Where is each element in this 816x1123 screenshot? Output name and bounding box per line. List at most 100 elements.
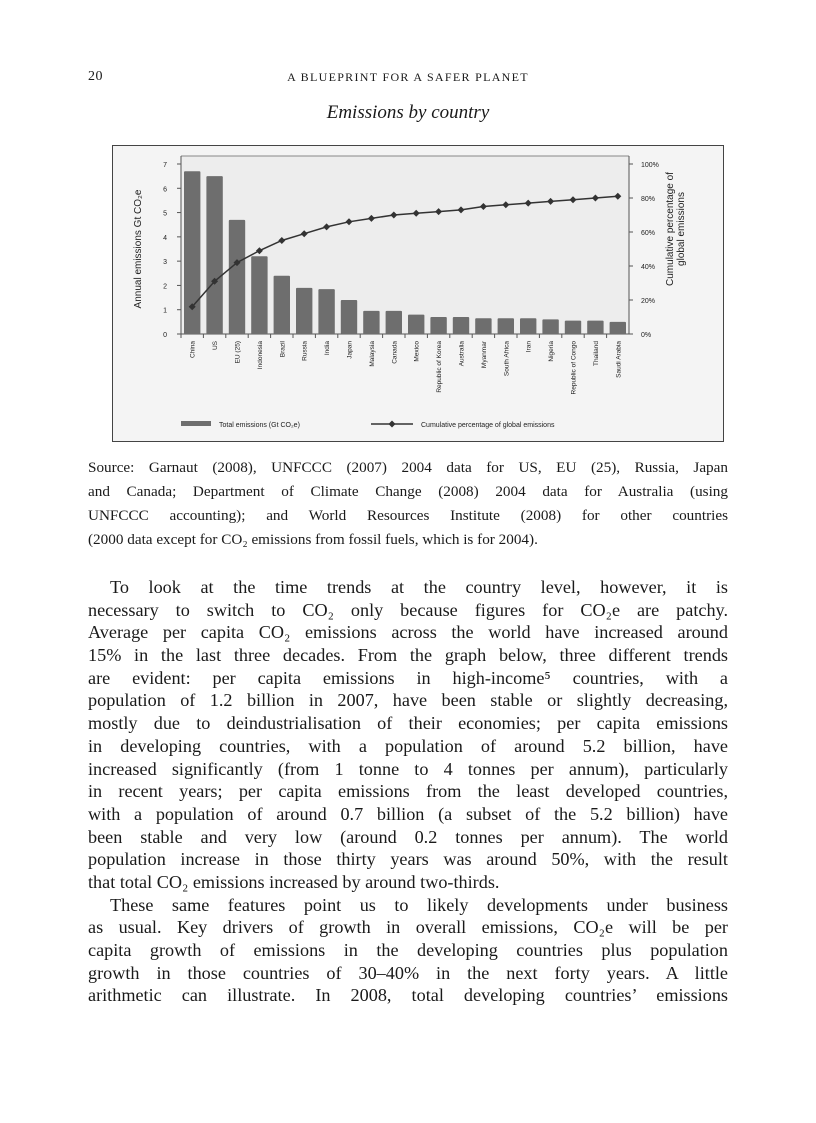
- x-tick-label: Canada: [391, 341, 398, 364]
- x-tick-label: Japan: [347, 341, 354, 359]
- bar-eu-25-: [228, 219, 246, 334]
- cumulative-line: [191, 195, 618, 308]
- text-line: in developing countries, with a populati…: [88, 735, 728, 756]
- text-line: in recent years; per capita emissions fr…: [88, 781, 728, 802]
- right-tick-label: 20%: [641, 298, 655, 305]
- bar-malaysia: [363, 310, 380, 334]
- left-tick-label: 6: [163, 186, 167, 193]
- bar-australia: [452, 317, 470, 334]
- cumulative-point: [390, 211, 398, 219]
- x-tick-label: Iran: [526, 341, 533, 353]
- text-line: mostly due to deindustrialisation of the…: [88, 713, 728, 734]
- x-tick-label: EU (25): [235, 341, 242, 363]
- text-line: To look at the time trends at the countr…: [110, 577, 728, 597]
- caption-line: Source: Garnaut (2008), UNFCCC (2007) 20…: [88, 459, 728, 476]
- text-line: capita growth of emissions in the develo…: [88, 940, 728, 960]
- x-tick-label: Myanmar: [481, 340, 488, 368]
- caption-line: (2000 data except for CO₂ emissions from…: [88, 531, 538, 548]
- x-tick-label: India: [324, 341, 331, 355]
- figure-title: Emissions by country: [326, 102, 490, 123]
- body-text: To look at the time trends at the countr…: [88, 576, 728, 1007]
- x-tick-label: Thailand: [593, 341, 600, 366]
- x-tick-label: US: [212, 340, 219, 350]
- caption-line: and Canada; Department of Climate Change…: [88, 483, 728, 500]
- bar-us: [206, 176, 223, 334]
- bar-canada: [385, 310, 402, 334]
- left-tick-label: 2: [163, 283, 167, 290]
- legend-bar-swatch: [181, 421, 211, 426]
- cumulative-point: [233, 259, 241, 267]
- text-line: that total CO₂ emissions increased by ar…: [88, 871, 500, 892]
- left-tick-label: 4: [163, 235, 167, 242]
- cumulative-point: [524, 199, 532, 207]
- x-tick-label: Russia: [302, 341, 309, 361]
- text-line: necessary to switch to CO₂ only because …: [88, 599, 728, 620]
- legend-line-label: Cumulative percentage of global emission…: [421, 422, 555, 429]
- left-tick-label: 7: [163, 162, 167, 169]
- figure-caption: Source: Garnaut (2008), UNFCCC (2007) 20…: [88, 456, 728, 552]
- x-tick-label: Nigeria: [548, 341, 555, 362]
- cumulative-point: [435, 208, 443, 216]
- x-tick-label: Brazil: [279, 340, 286, 357]
- x-tick-label: Republic of Korea: [436, 341, 443, 393]
- cumulative-point: [479, 203, 487, 210]
- text-line: with a population of around 0.7 billion …: [88, 803, 728, 824]
- text-line: as usual. Key drivers of growth in overa…: [88, 917, 728, 938]
- bar-myanmar: [475, 318, 492, 334]
- chart-svg: 0 1 2 3 4 5 6 7 0% 20% 40% 60% 80% 100% China US EU (25)…: [133, 155, 687, 429]
- paragraph: These same features point us to likely d…: [88, 894, 728, 1007]
- right-tick-label: 60%: [641, 230, 655, 237]
- right-tick-label: 0%: [641, 332, 651, 339]
- cumulative-point: [614, 192, 622, 200]
- bar-republic-of-congo: [564, 320, 582, 334]
- bar-china: [184, 171, 201, 334]
- x-tick-label: Indonesia: [257, 341, 264, 370]
- text-line: are evident: per capita emissions in hig…: [88, 667, 728, 688]
- legend-bar-label: Total emissions (Gt CO₂e): [219, 422, 300, 429]
- cumulative-point: [502, 201, 510, 209]
- bar-indonesia: [251, 256, 268, 334]
- x-tick-label: South Africa: [503, 341, 510, 376]
- x-tick-label: Mexico: [414, 341, 421, 362]
- right-tick-label: 80%: [641, 196, 655, 203]
- paragraph: To look at the time trends at the countr…: [88, 576, 728, 894]
- text-line: population increase in those thirty year…: [88, 849, 728, 870]
- text-line: been stable and very low (around 0.2 ton…: [88, 826, 728, 847]
- emissions-chart: 0 1 2 3 4 5 6 7 0% 20% 40% 60% 80% 100% China US EU (25)…: [112, 145, 724, 442]
- bar-south-africa: [497, 318, 514, 334]
- plot-area: [181, 156, 629, 334]
- cumulative-point: [188, 303, 196, 311]
- page-number: 20: [88, 69, 103, 84]
- bar-thailand: [587, 320, 604, 334]
- cumulative-point: [278, 237, 286, 244]
- text-line: growth in those countries of 30–40% in t…: [88, 962, 728, 983]
- caption-line: UNFCCC accounting); and World Resources …: [88, 507, 728, 524]
- legend-line-marker: [388, 420, 396, 428]
- cumulative-point: [255, 247, 263, 255]
- cumulative-point: [591, 194, 599, 202]
- text-line: These same features point us to likely d…: [110, 894, 728, 915]
- cumulative-point: [345, 218, 353, 226]
- x-tick-label: Australia: [459, 341, 466, 367]
- left-tick-label: 0: [163, 332, 167, 339]
- right-tick-label: 100%: [641, 162, 659, 169]
- bar-republic-of-korea: [430, 317, 447, 334]
- x-tick-label: Malaysia: [369, 341, 376, 367]
- text-line: increased significantly (from 1 tonne to…: [88, 758, 728, 779]
- cumulative-point: [569, 196, 577, 204]
- bar-nigeria: [542, 319, 559, 334]
- text-line: population of 1.2 billion in 2007, have …: [88, 690, 728, 711]
- cumulative-point: [300, 230, 308, 238]
- bar-mexico: [408, 314, 425, 334]
- right-axis-title: Cumulative percentage ofglobal emissions: [665, 172, 687, 286]
- text-line: Average per capita CO₂ emissions across …: [88, 622, 728, 643]
- bar-saudi-arabia: [609, 321, 626, 334]
- cumulative-point: [323, 223, 331, 231]
- left-axis-title: Annual emissions Gt CO₂e: [133, 189, 144, 308]
- bar-india: [318, 289, 335, 334]
- cumulative-point: [547, 197, 555, 205]
- text-line: arithmetic can illustrate. In 2008, tota…: [88, 985, 728, 1006]
- left-tick-label: 3: [163, 259, 167, 266]
- cumulative-point: [367, 214, 375, 222]
- right-tick-label: 40%: [641, 264, 655, 271]
